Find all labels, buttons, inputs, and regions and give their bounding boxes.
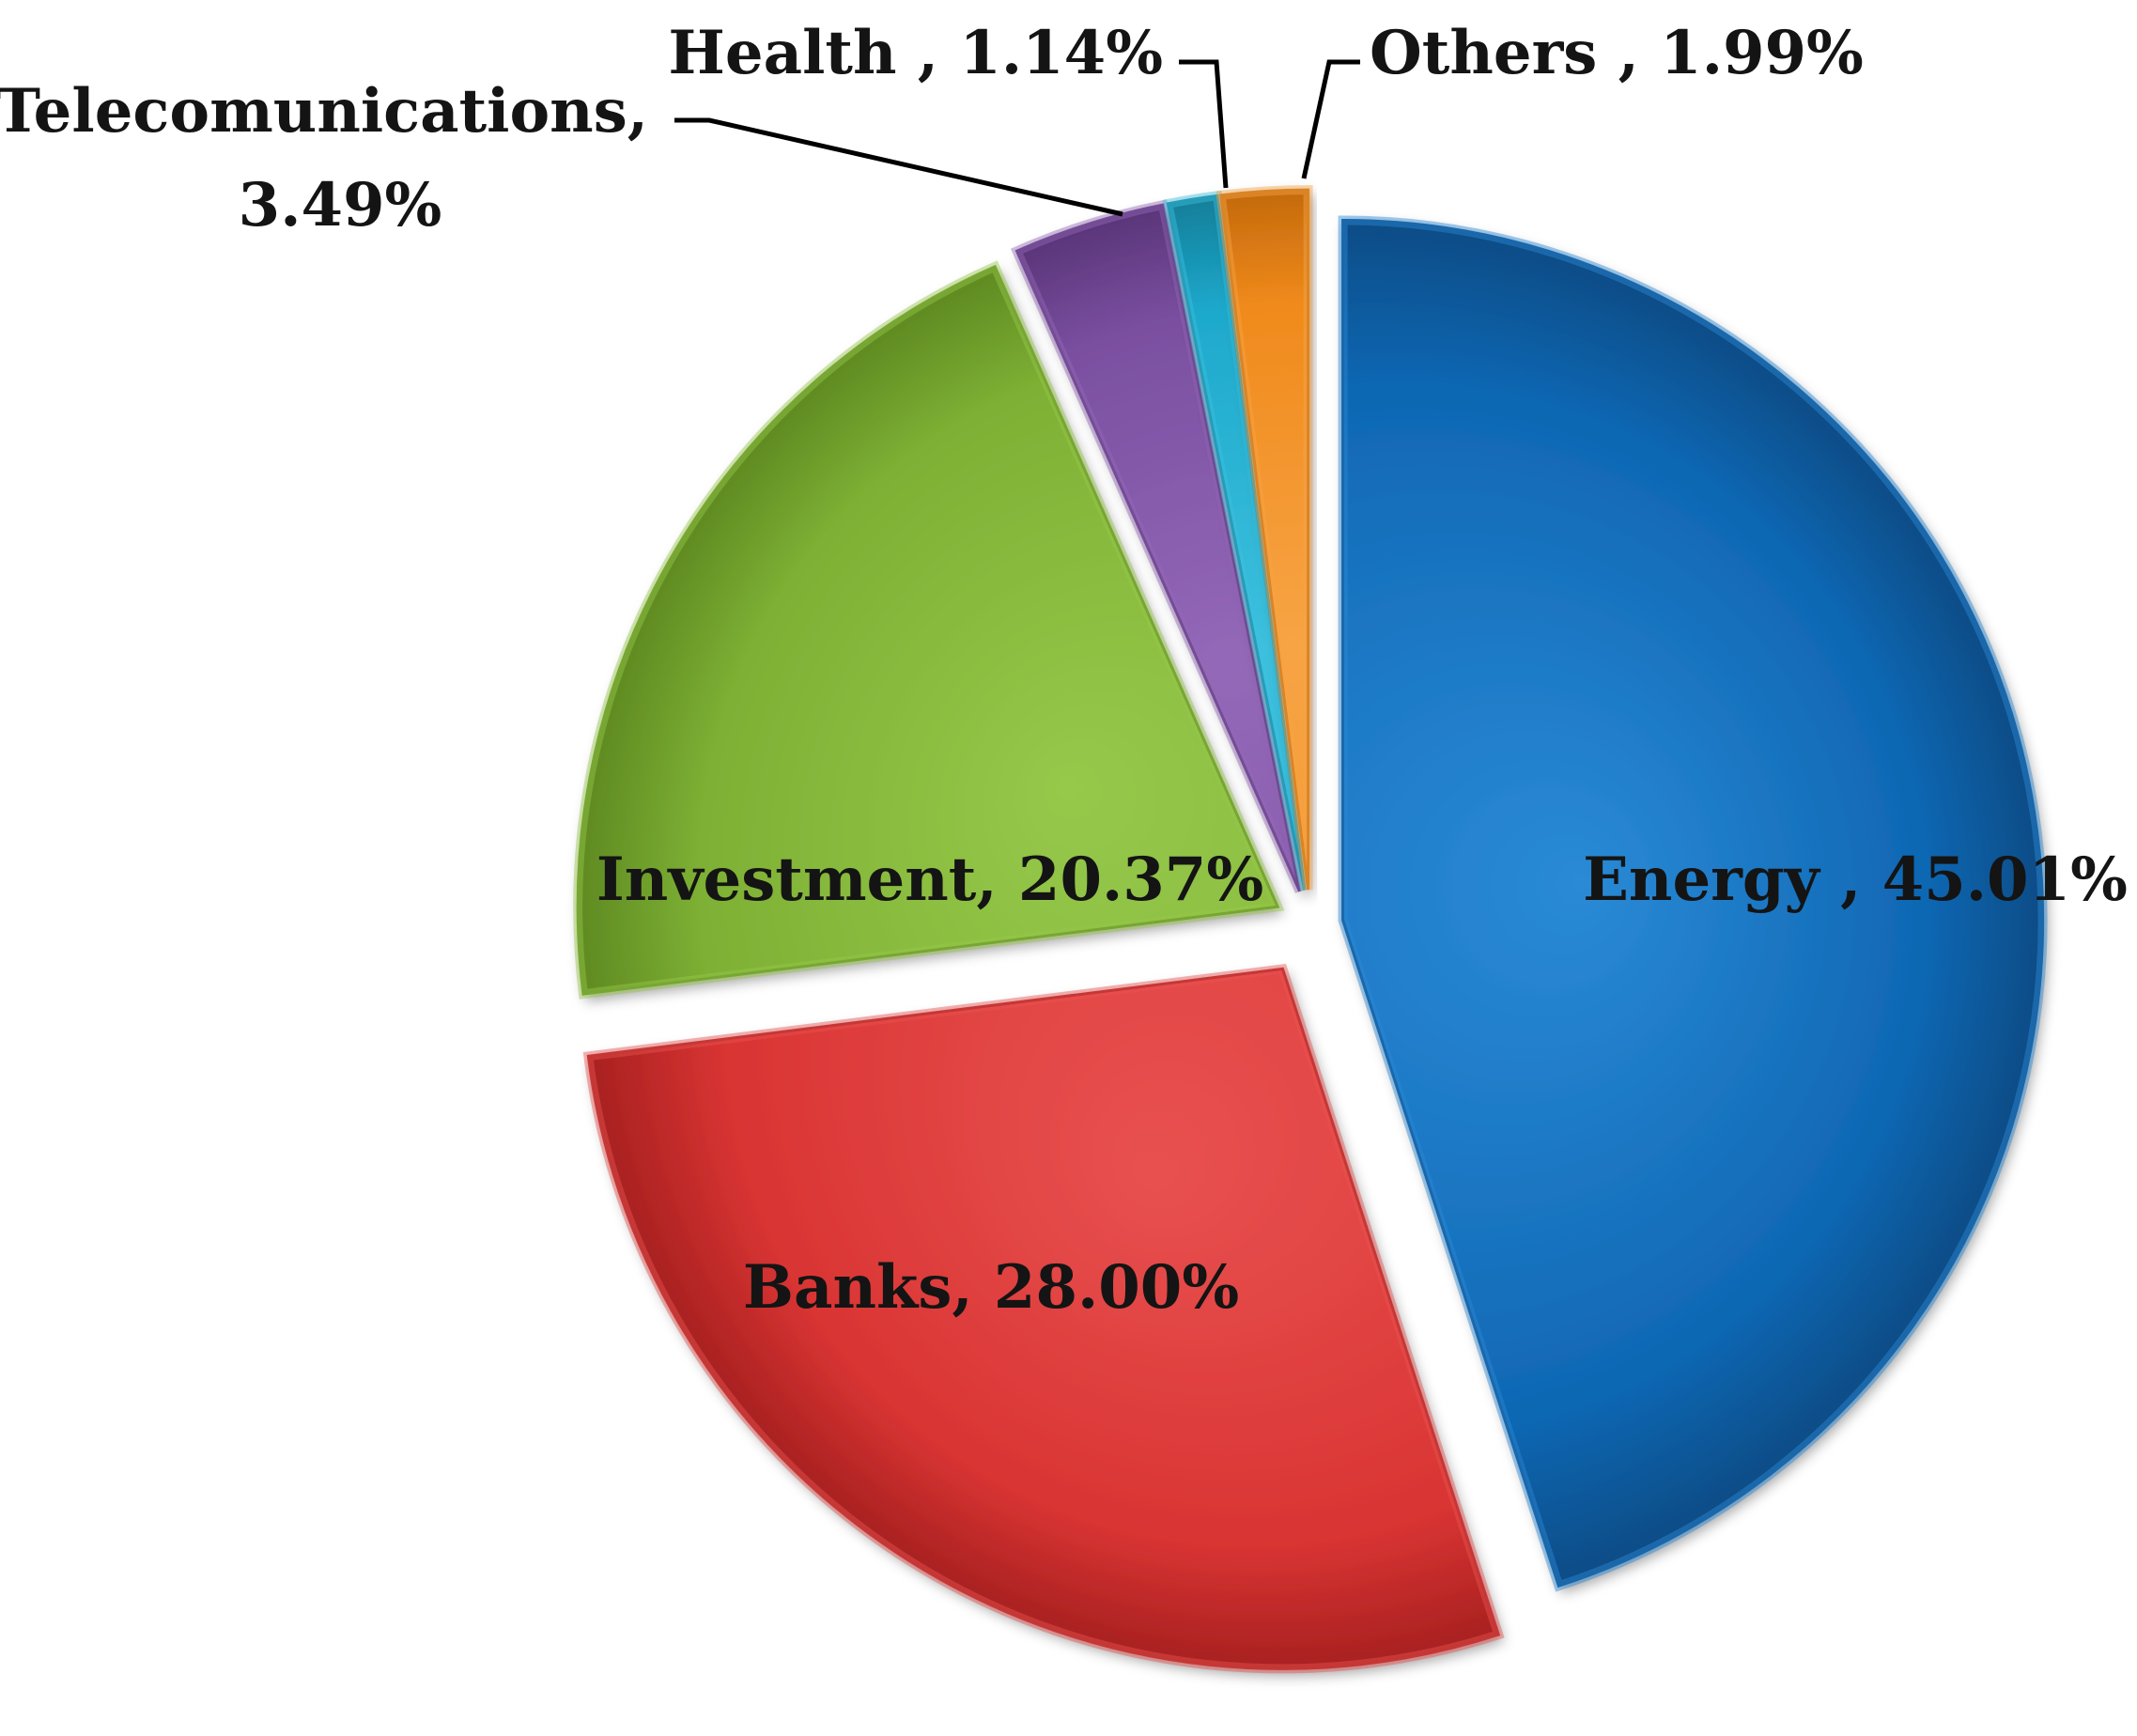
pie-slice-telecomunications <box>1014 203 1302 892</box>
pie-slice-banks <box>586 967 1501 1670</box>
slice-labels: Energy , 45.01% Banks, 28.00% Investment, … <box>0 18 2128 1323</box>
pie-slice-bevel-health <box>1162 190 1309 891</box>
pie-slice-health <box>1166 194 1307 891</box>
pie-slice-bevel-telecomunications <box>1010 199 1305 893</box>
leader-line-others <box>1301 59 1360 179</box>
pie-slice-bevel-investment <box>573 260 1285 1000</box>
slice-label-banks: Banks, 28.00% <box>743 1252 1239 1323</box>
leader-line-health <box>1179 59 1229 189</box>
slice-label-telecomunications-name: Telecomunications, <box>0 76 648 147</box>
slice-label-telecomunications-value: 3.49% <box>239 170 442 240</box>
pie-slice-bevel-energy <box>1338 215 2048 1592</box>
pie-slice-others <box>1219 188 1310 891</box>
pie-slice-bevel-banks <box>582 963 1505 1674</box>
pie-slice-investment <box>576 264 1280 996</box>
slice-label-others: Others , 1.99% <box>1370 18 1864 88</box>
slice-label-energy: Energy , 45.01% <box>1583 845 2128 915</box>
pie-slice-energy <box>1341 219 2045 1589</box>
leader-line-telecomunications <box>674 117 1123 217</box>
slice-label-investment: Investment, 20.37% <box>596 845 1263 915</box>
leader-lines <box>674 59 1360 217</box>
pie-slice-bevel-others <box>1216 185 1313 891</box>
slice-label-health: Health , 1.14% <box>668 18 1163 88</box>
pie-slices <box>573 185 2048 1674</box>
